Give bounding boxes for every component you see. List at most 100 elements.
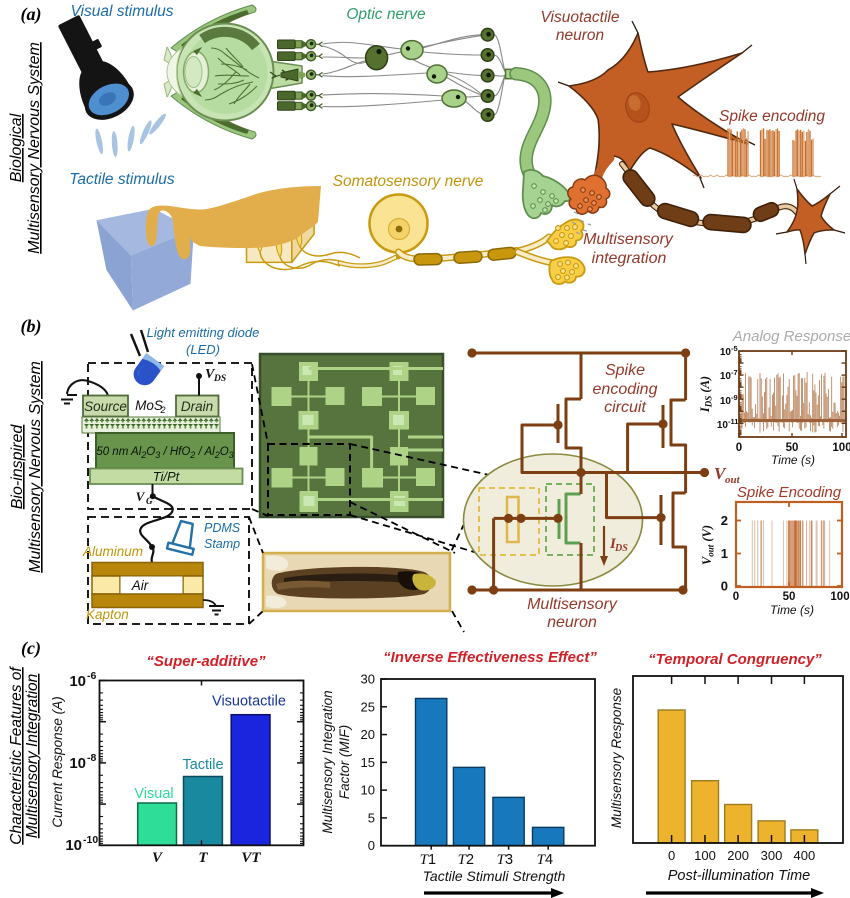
svg-text:-10: -10 xyxy=(83,834,98,846)
svg-text:Multisensory: Multisensory xyxy=(583,231,674,248)
svg-text:Aluminum: Aluminum xyxy=(82,544,143,559)
svg-text:Multisensory Nervous System: Multisensory Nervous System xyxy=(27,361,44,573)
svg-text:T: T xyxy=(198,850,208,866)
svg-text:-11: -11 xyxy=(728,417,738,426)
svg-text:Air: Air xyxy=(131,578,149,593)
svg-text:integration: integration xyxy=(592,250,667,267)
svg-text:50: 50 xyxy=(783,591,796,603)
svg-text:Multisensory: Multisensory xyxy=(527,596,618,613)
svg-text:Spike encoding: Spike encoding xyxy=(719,108,825,125)
svg-text:Characteristic Features of: Characteristic Features of xyxy=(8,666,25,845)
svg-text:DS: DS xyxy=(614,543,628,554)
svg-text:2: 2 xyxy=(466,852,474,868)
svg-text:(LED): (LED) xyxy=(186,342,220,357)
svg-text:Tactile stimulus: Tactile stimulus xyxy=(69,171,175,188)
svg-text:50: 50 xyxy=(786,442,799,454)
svg-text:Light emitting diode: Light emitting diode xyxy=(147,325,260,340)
svg-text:-7: -7 xyxy=(731,368,738,377)
svg-text:Visual: Visual xyxy=(134,786,173,802)
svg-text:Tactile: Tactile xyxy=(182,757,223,773)
svg-text:10: 10 xyxy=(65,837,82,854)
svg-text:10: 10 xyxy=(69,755,86,772)
svg-text:V: V xyxy=(714,464,727,483)
svg-text:Source: Source xyxy=(84,399,127,414)
svg-text:Vout (V): Vout (V) xyxy=(700,525,716,565)
svg-text:MoS: MoS xyxy=(135,398,163,413)
svg-text:(c): (c) xyxy=(21,638,41,659)
svg-text:100: 100 xyxy=(830,591,849,603)
svg-text:10: 10 xyxy=(361,783,375,798)
svg-text:0: 0 xyxy=(721,579,728,594)
svg-text:neuron: neuron xyxy=(547,614,597,631)
svg-text:Multisensory Integration: Multisensory Integration xyxy=(24,674,41,839)
svg-text:10: 10 xyxy=(717,420,729,431)
svg-text:Time (s): Time (s) xyxy=(771,453,815,467)
svg-text:10: 10 xyxy=(720,371,732,382)
svg-text:100: 100 xyxy=(694,848,716,863)
svg-text:Tactile Stimuli Strength: Tactile Stimuli Strength xyxy=(423,868,566,884)
svg-text:T: T xyxy=(420,852,430,868)
svg-text:Current Response (A): Current Response (A) xyxy=(50,696,65,827)
svg-text:30: 30 xyxy=(361,672,375,687)
svg-text:3: 3 xyxy=(505,852,513,868)
svg-text:5: 5 xyxy=(368,810,375,825)
svg-text:Time (s): Time (s) xyxy=(770,603,814,617)
svg-text:Biological: Biological xyxy=(8,113,25,182)
svg-text:VT: VT xyxy=(241,850,261,866)
svg-text:“Temporal Congruency”: “Temporal Congruency” xyxy=(648,651,822,668)
svg-text:Multisensory Response: Multisensory Response xyxy=(609,688,624,828)
svg-text:10: 10 xyxy=(69,673,86,690)
svg-text:-8: -8 xyxy=(87,752,96,764)
svg-text:V: V xyxy=(136,489,146,504)
svg-text:Drain: Drain xyxy=(181,399,213,414)
svg-text:Ti/Pt: Ti/Pt xyxy=(153,469,181,484)
svg-text:Optic nerve: Optic nerve xyxy=(346,6,426,23)
svg-text:0: 0 xyxy=(668,848,675,863)
svg-text:I: I xyxy=(609,536,617,552)
svg-text:T: T xyxy=(458,852,468,868)
svg-text:400: 400 xyxy=(794,848,816,863)
svg-text:Spike: Spike xyxy=(605,362,645,379)
svg-text:G: G xyxy=(146,496,153,506)
svg-text:Spike Encoding: Spike Encoding xyxy=(737,484,842,501)
svg-text:15: 15 xyxy=(361,755,375,770)
svg-text:1: 1 xyxy=(428,852,436,868)
svg-text:10: 10 xyxy=(720,347,732,358)
svg-text:2: 2 xyxy=(721,513,728,528)
svg-text:2: 2 xyxy=(160,405,166,415)
svg-text:(b): (b) xyxy=(21,316,42,337)
svg-text:V: V xyxy=(205,367,216,382)
svg-text:PDMS: PDMS xyxy=(204,521,241,535)
svg-text:Bio-inspired: Bio-inspired xyxy=(9,424,26,510)
svg-text:T: T xyxy=(537,852,547,868)
svg-text:0: 0 xyxy=(736,442,742,454)
svg-text:4: 4 xyxy=(545,852,553,868)
svg-text:20: 20 xyxy=(361,727,375,742)
svg-text:300: 300 xyxy=(761,848,783,863)
svg-text:-9: -9 xyxy=(731,393,738,402)
svg-text:Somatosensory nerve: Somatosensory nerve xyxy=(333,173,484,190)
svg-text:Multisensory Integration: Multisensory Integration xyxy=(320,690,335,833)
svg-text:Stamp: Stamp xyxy=(204,537,240,551)
svg-text:50 nm Al2O3 / HfO2 / Al2O3: 50 nm Al2O3 / HfO2 / Al2O3 xyxy=(96,446,233,460)
svg-text:encoding: encoding xyxy=(593,381,658,398)
svg-text:out: out xyxy=(725,474,741,486)
svg-text:Visuotactile: Visuotactile xyxy=(541,9,620,26)
svg-text:200: 200 xyxy=(727,848,749,863)
svg-text:0: 0 xyxy=(368,838,375,853)
svg-text:T: T xyxy=(497,852,507,868)
svg-text:Visual stimulus: Visual stimulus xyxy=(70,3,173,20)
svg-text:“Inverse Effectiveness Effect”: “Inverse Effectiveness Effect” xyxy=(383,649,597,666)
svg-text:0: 0 xyxy=(733,591,739,603)
svg-text:V: V xyxy=(152,850,164,866)
svg-text:neuron: neuron xyxy=(556,27,604,44)
svg-text:100: 100 xyxy=(832,442,850,454)
svg-text:IDS (A): IDS (A) xyxy=(698,376,714,413)
svg-text:Analog Response: Analog Response xyxy=(732,328,850,345)
svg-text:(a): (a) xyxy=(21,4,42,25)
svg-text:10: 10 xyxy=(720,396,732,407)
svg-text:Visuotactile: Visuotactile xyxy=(212,694,286,710)
svg-text:DS: DS xyxy=(213,374,226,384)
svg-text:“Super-additive”: “Super-additive” xyxy=(146,653,266,670)
svg-text:25: 25 xyxy=(361,699,375,714)
